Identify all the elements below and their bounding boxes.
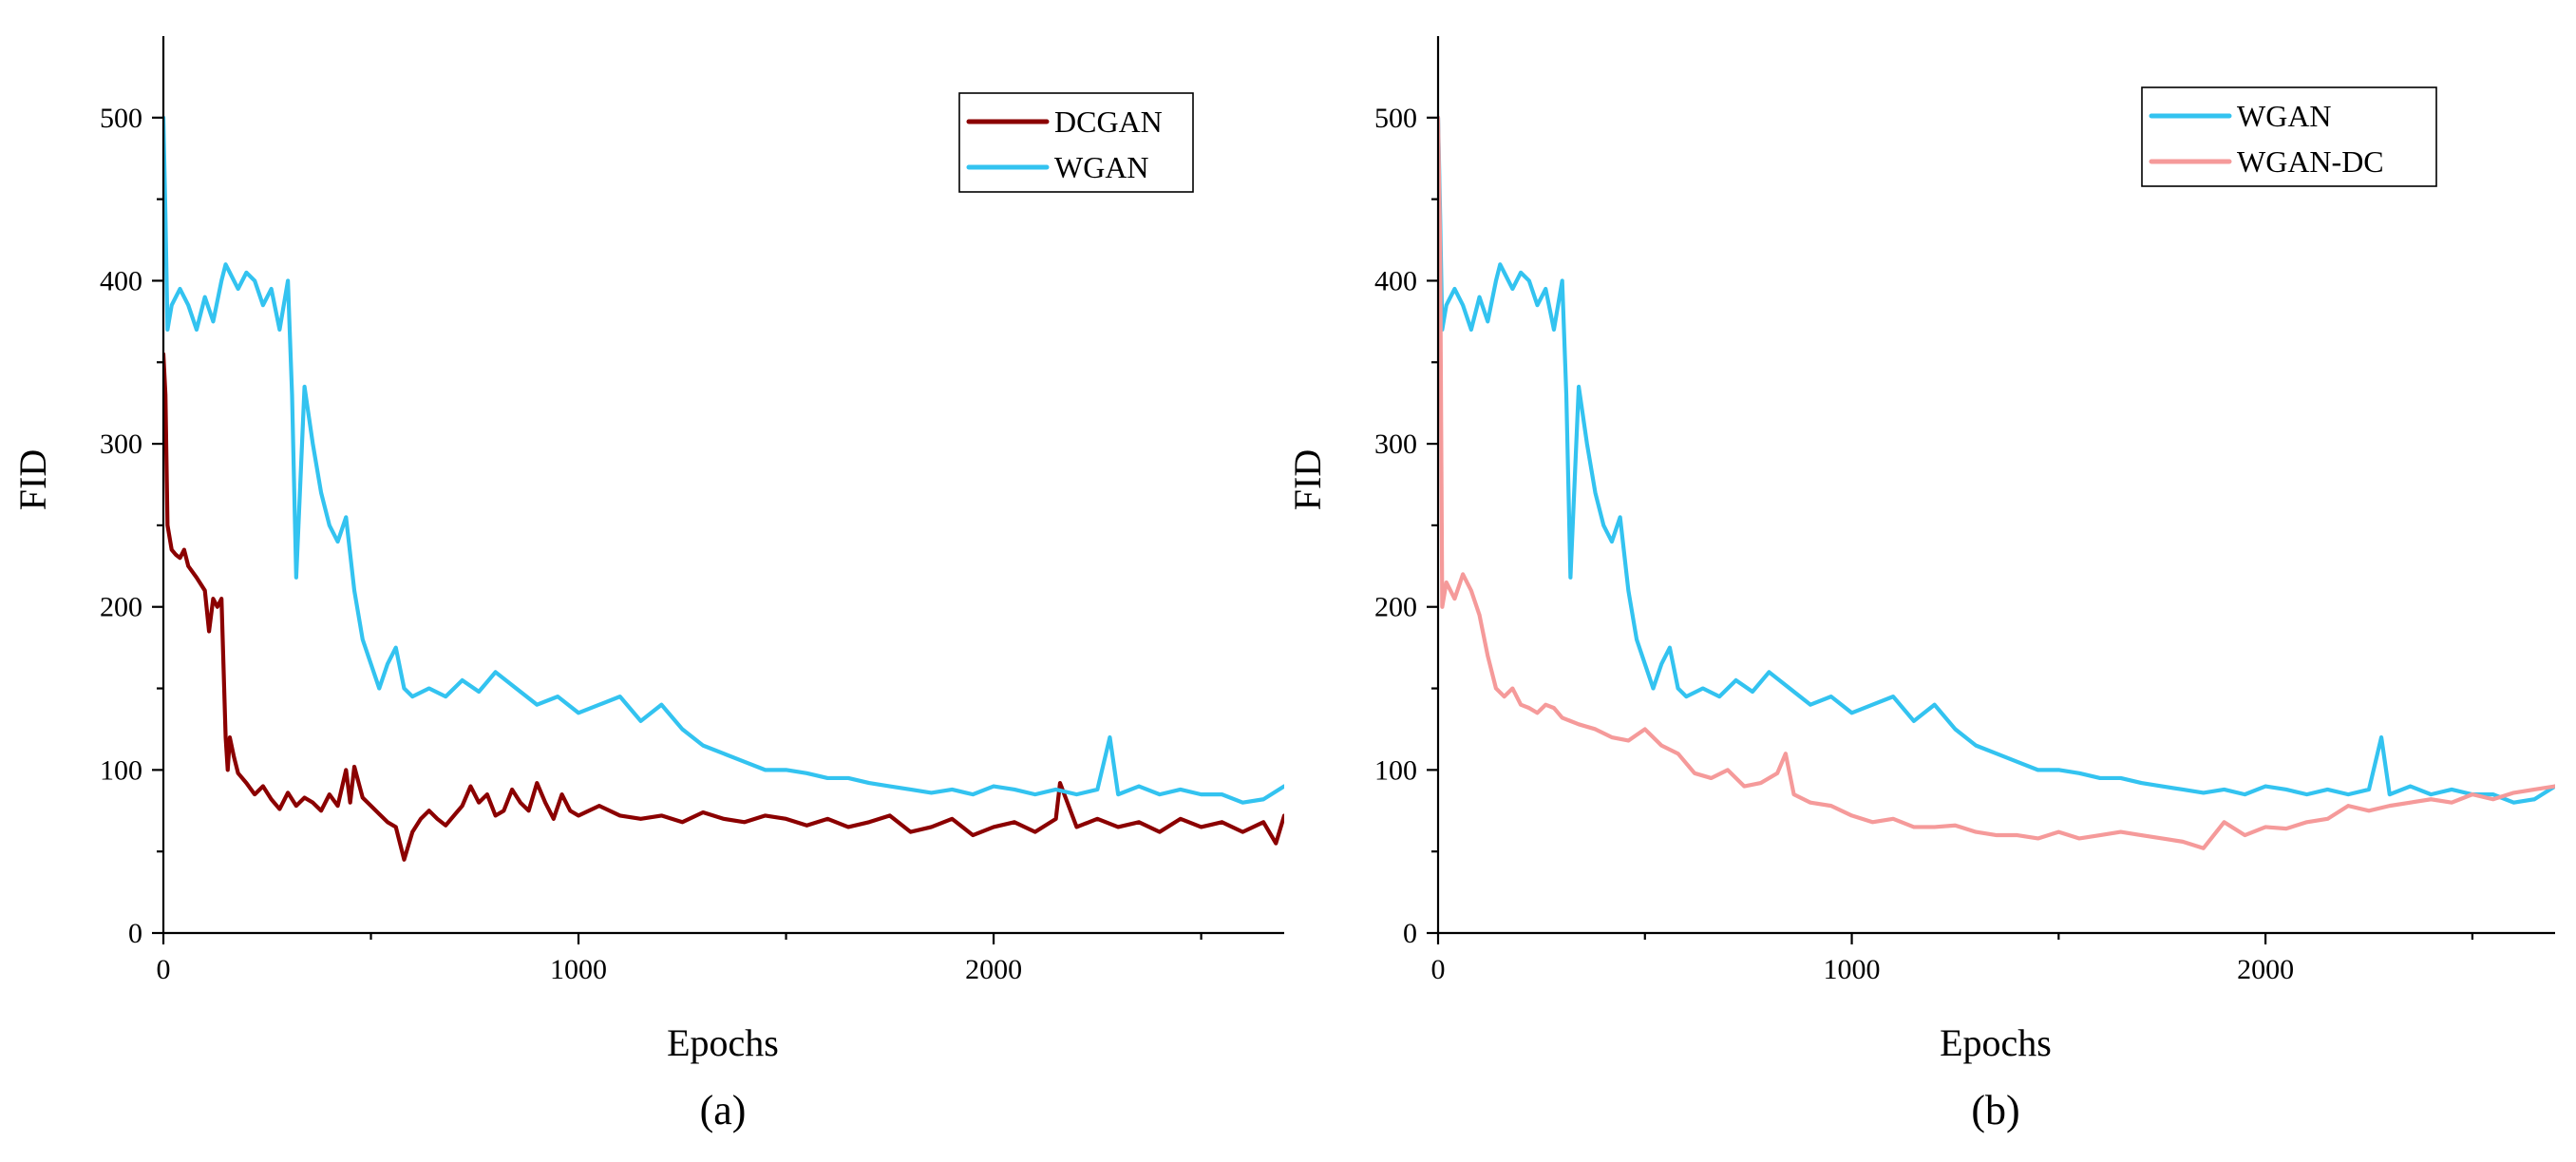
- y-tick-label-0-a: 0: [128, 918, 142, 949]
- x-tick-label-1000-a: 1000: [550, 954, 607, 985]
- series-line-dcgan-a: [163, 352, 1284, 862]
- y-tick-label-100-b: 100: [1374, 754, 1417, 786]
- y-tick-label-500-a: 500: [100, 103, 142, 134]
- plot-area-b: [1438, 115, 2555, 850]
- x-tick-label-1000-b: 1000: [1824, 954, 1881, 985]
- plot-area-a: [163, 115, 1284, 862]
- y-tick-label-200-a: 200: [100, 592, 142, 623]
- y-tick-label-400-b: 400: [1374, 265, 1417, 296]
- x-axis-title-b: Epochs: [1940, 1021, 2052, 1064]
- panel-b: FID Epochs (b) 0 100 200 300 400 500 0 1000 2000…: [1286, 36, 2555, 1133]
- y-axis-title-a: FID: [11, 449, 54, 510]
- x-tick-label-0-a: 0: [157, 954, 171, 985]
- x-tick-label-2000-a: 2000: [965, 954, 1022, 985]
- y-tick-label-200-b: 200: [1374, 592, 1417, 623]
- x-tick-label-0-b: 0: [1431, 954, 1446, 985]
- series-line-wgan-dc-b: [1438, 115, 2555, 850]
- legend-label-wgan-a: WGAN: [1054, 150, 1149, 184]
- caption-a: (a): [700, 1087, 747, 1133]
- series-line-wgan-b: [1438, 115, 2555, 805]
- legend-box-b: [2141, 86, 2437, 187]
- caption-b: (b): [1971, 1087, 2019, 1133]
- legend-label-dcgan-a: DCGAN: [1054, 105, 1163, 139]
- y-axis-title-b: FID: [1286, 449, 1329, 510]
- legend-box-a: [958, 92, 1194, 193]
- x-axis-title-a: Epochs: [667, 1021, 779, 1064]
- y-tick-label-0-b: 0: [1403, 918, 1417, 949]
- legend-b: WGAN WGAN-DC: [2141, 86, 2437, 187]
- legend-a: DCGAN WGAN: [958, 92, 1194, 193]
- panel-a: FID Epochs (a) 0 100 200 300 400 500 0 1000 2000…: [11, 36, 1284, 1133]
- y-tick-label-400-a: 400: [100, 265, 142, 296]
- x-tick-label-2000-b: 2000: [2237, 954, 2294, 985]
- y-tick-label-300-a: 300: [100, 429, 142, 460]
- y-tick-label-500-b: 500: [1374, 103, 1417, 134]
- y-tick-label-300-b: 300: [1374, 429, 1417, 460]
- y-tick-label-100-a: 100: [100, 754, 142, 786]
- legend-label-wgan-b: WGAN: [2237, 99, 2332, 133]
- legend-label-wgan-dc-b: WGAN-DC: [2237, 144, 2384, 179]
- series-line-wgan-a: [163, 115, 1284, 805]
